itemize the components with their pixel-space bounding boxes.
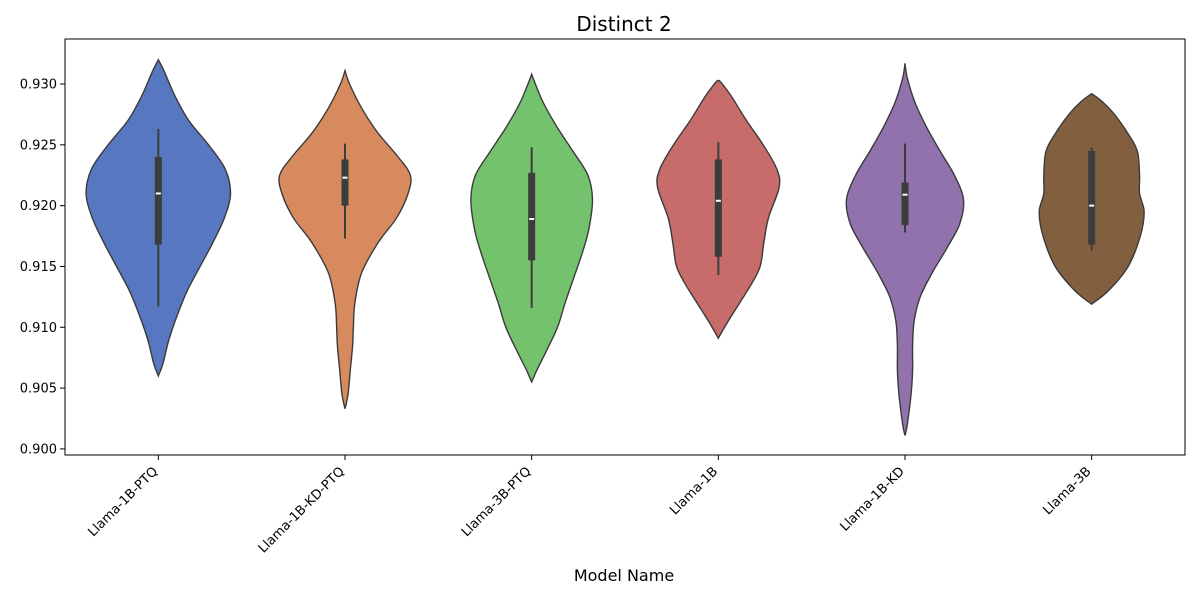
y-tick-label: 0.925 bbox=[20, 138, 57, 153]
y-tick-label: 0.930 bbox=[20, 78, 57, 93]
x-tick-label: Llama-1B-PTQ bbox=[85, 464, 161, 540]
y-axis: 0.900 0.905 0.910 0.915 0.920 0.925 0.930 bbox=[20, 78, 65, 457]
x-tick-label: Llama-1B-KD bbox=[837, 464, 907, 534]
y-tick-label: 0.900 bbox=[20, 442, 57, 457]
violin-llama-1b-kd bbox=[845, 63, 965, 436]
iqr-box-llama-3b bbox=[1088, 150, 1096, 245]
plot-frame bbox=[64, 38, 1186, 456]
y-tick-label: 0.910 bbox=[20, 321, 57, 336]
x-tick-label: Llama-1B-KD-PTQ bbox=[256, 464, 348, 556]
y-tick-label: 0.905 bbox=[20, 382, 57, 397]
violin-group bbox=[85, 58, 1145, 436]
x-tick-label: Llama-3B-PTQ bbox=[459, 464, 535, 540]
x-tick-label: Llama-1B bbox=[667, 464, 721, 518]
y-tick-label: 0.920 bbox=[20, 199, 57, 214]
x-tick-label: Llama-3B bbox=[1041, 464, 1095, 518]
iqr-box-llama-1b-kd-ptq bbox=[341, 159, 349, 206]
x-axis: Llama-1B-PTQ Llama-1B-KD-PTQ Llama-3B-PTQ L… bbox=[85, 455, 1094, 556]
iqr-box-llama-1b-kd bbox=[901, 182, 909, 226]
iqr-box-llama-3b-ptq bbox=[528, 172, 536, 261]
x-axis-label: Model Name bbox=[574, 566, 674, 585]
iqr-box-llama-1b bbox=[714, 159, 722, 257]
chart-title: Distinct 2 bbox=[576, 12, 671, 36]
iqr-box-llama-1b-ptq bbox=[154, 156, 162, 245]
violin-llama-1b-kd-ptq bbox=[278, 68, 412, 409]
y-tick-label: 0.915 bbox=[20, 260, 57, 275]
